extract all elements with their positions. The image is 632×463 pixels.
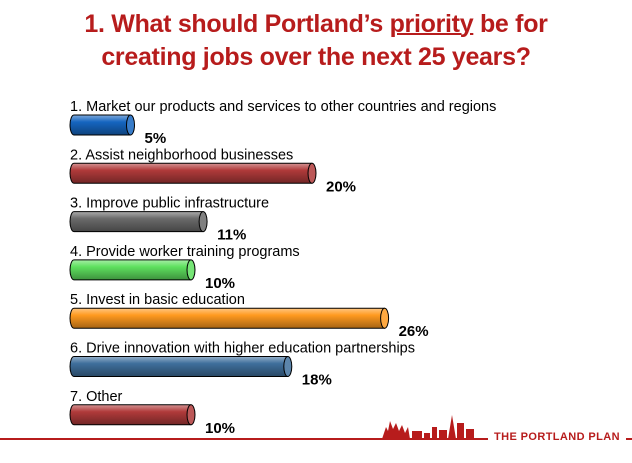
category-label: 6. Drive innovation with higher educatio… xyxy=(70,341,415,357)
category-label: 7. Other xyxy=(70,389,123,405)
value-label: 18% xyxy=(302,372,332,389)
title-prefix: 1. What should Portland’s xyxy=(84,10,390,38)
category-label: 4. Provide worker training programs xyxy=(70,244,300,260)
footer-divider xyxy=(0,438,632,440)
title-line-2: creating jobs over the next 25 years? xyxy=(101,43,531,71)
category-label: 2. Assist neighborhood businesses xyxy=(70,147,293,163)
bar xyxy=(69,114,131,136)
bar xyxy=(69,211,204,233)
slide-title: 1. What should Portland’s priority be fo… xyxy=(0,8,632,74)
title-emphasis: priority xyxy=(389,10,474,38)
bar xyxy=(69,307,386,329)
bar-end-cap xyxy=(126,114,135,136)
bar-end-cap xyxy=(186,259,196,281)
value-label: 11% xyxy=(217,227,246,244)
value-label: 20% xyxy=(326,178,356,195)
category-label: 1. Market our products and services to o… xyxy=(70,99,496,115)
bar xyxy=(69,259,192,281)
title-line1-suffix: be for xyxy=(473,10,548,38)
title-line-1: 1. What should Portland’s priority be fo… xyxy=(0,8,632,41)
bar xyxy=(69,356,289,377)
city-skyline-icon xyxy=(382,415,474,439)
value-label: 5% xyxy=(145,130,167,147)
bar-end-cap xyxy=(380,307,390,329)
bar xyxy=(69,162,313,184)
bar-end-cap xyxy=(283,356,293,377)
bar-end-cap xyxy=(198,211,208,233)
value-label: 26% xyxy=(399,323,429,340)
bar-end-cap xyxy=(307,162,317,184)
category-label: 5. Invest in basic education xyxy=(70,292,245,308)
bar xyxy=(69,404,192,426)
value-label: 10% xyxy=(205,420,235,437)
category-label: 3. Improve public infrastructure xyxy=(70,196,269,212)
portland-plan-logo-text: THE PORTLAND PLAN xyxy=(488,431,626,443)
value-label: 10% xyxy=(205,275,235,292)
bar-end-cap xyxy=(186,404,196,426)
